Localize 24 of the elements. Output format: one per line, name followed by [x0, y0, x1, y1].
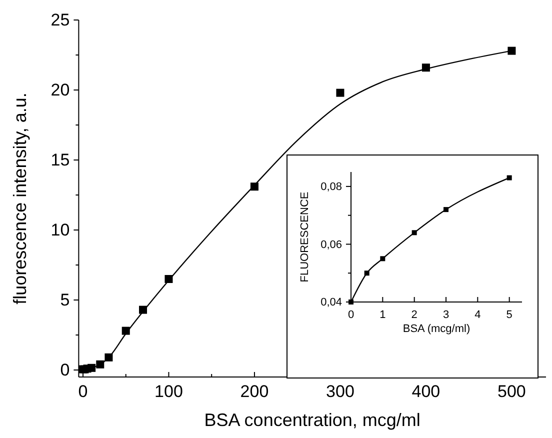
x-tick-label: 300	[326, 382, 354, 402]
x-tick-label: 5	[506, 308, 512, 321]
x-axis-title: BSA concentration, mcg/ml	[204, 410, 420, 430]
x-tick-label: 0	[78, 382, 88, 402]
y-axis-title: fluorescence intensity, a.u.	[10, 92, 30, 304]
y-tick-label: 10	[50, 220, 70, 240]
x-tick-label: 500	[498, 382, 526, 402]
y-tick-label: 0,06	[320, 238, 342, 251]
x-tick-label: 400	[412, 382, 440, 402]
y-tick-label: 25	[50, 10, 70, 30]
x-tick-label: 3	[442, 308, 450, 321]
x-tick-label: 100	[154, 382, 183, 402]
x-tick-label: 4	[474, 308, 481, 321]
y-tick-label: 0,04	[320, 296, 342, 309]
x-tick-label: 0	[348, 308, 354, 321]
x-axis-title: BSA (mcg/ml)	[402, 323, 470, 335]
y-axis-title: FLUORESCENCE	[299, 192, 311, 282]
y-tick-label: 20	[50, 80, 70, 100]
x-tick-label: 1	[380, 308, 386, 321]
x-tick-label: 2	[411, 308, 418, 321]
y-tick-label: 15	[50, 150, 70, 170]
y-tick-label: 0,08	[320, 180, 342, 193]
y-tick-label: 0	[60, 360, 70, 380]
x-tick-label: 200	[240, 382, 269, 402]
